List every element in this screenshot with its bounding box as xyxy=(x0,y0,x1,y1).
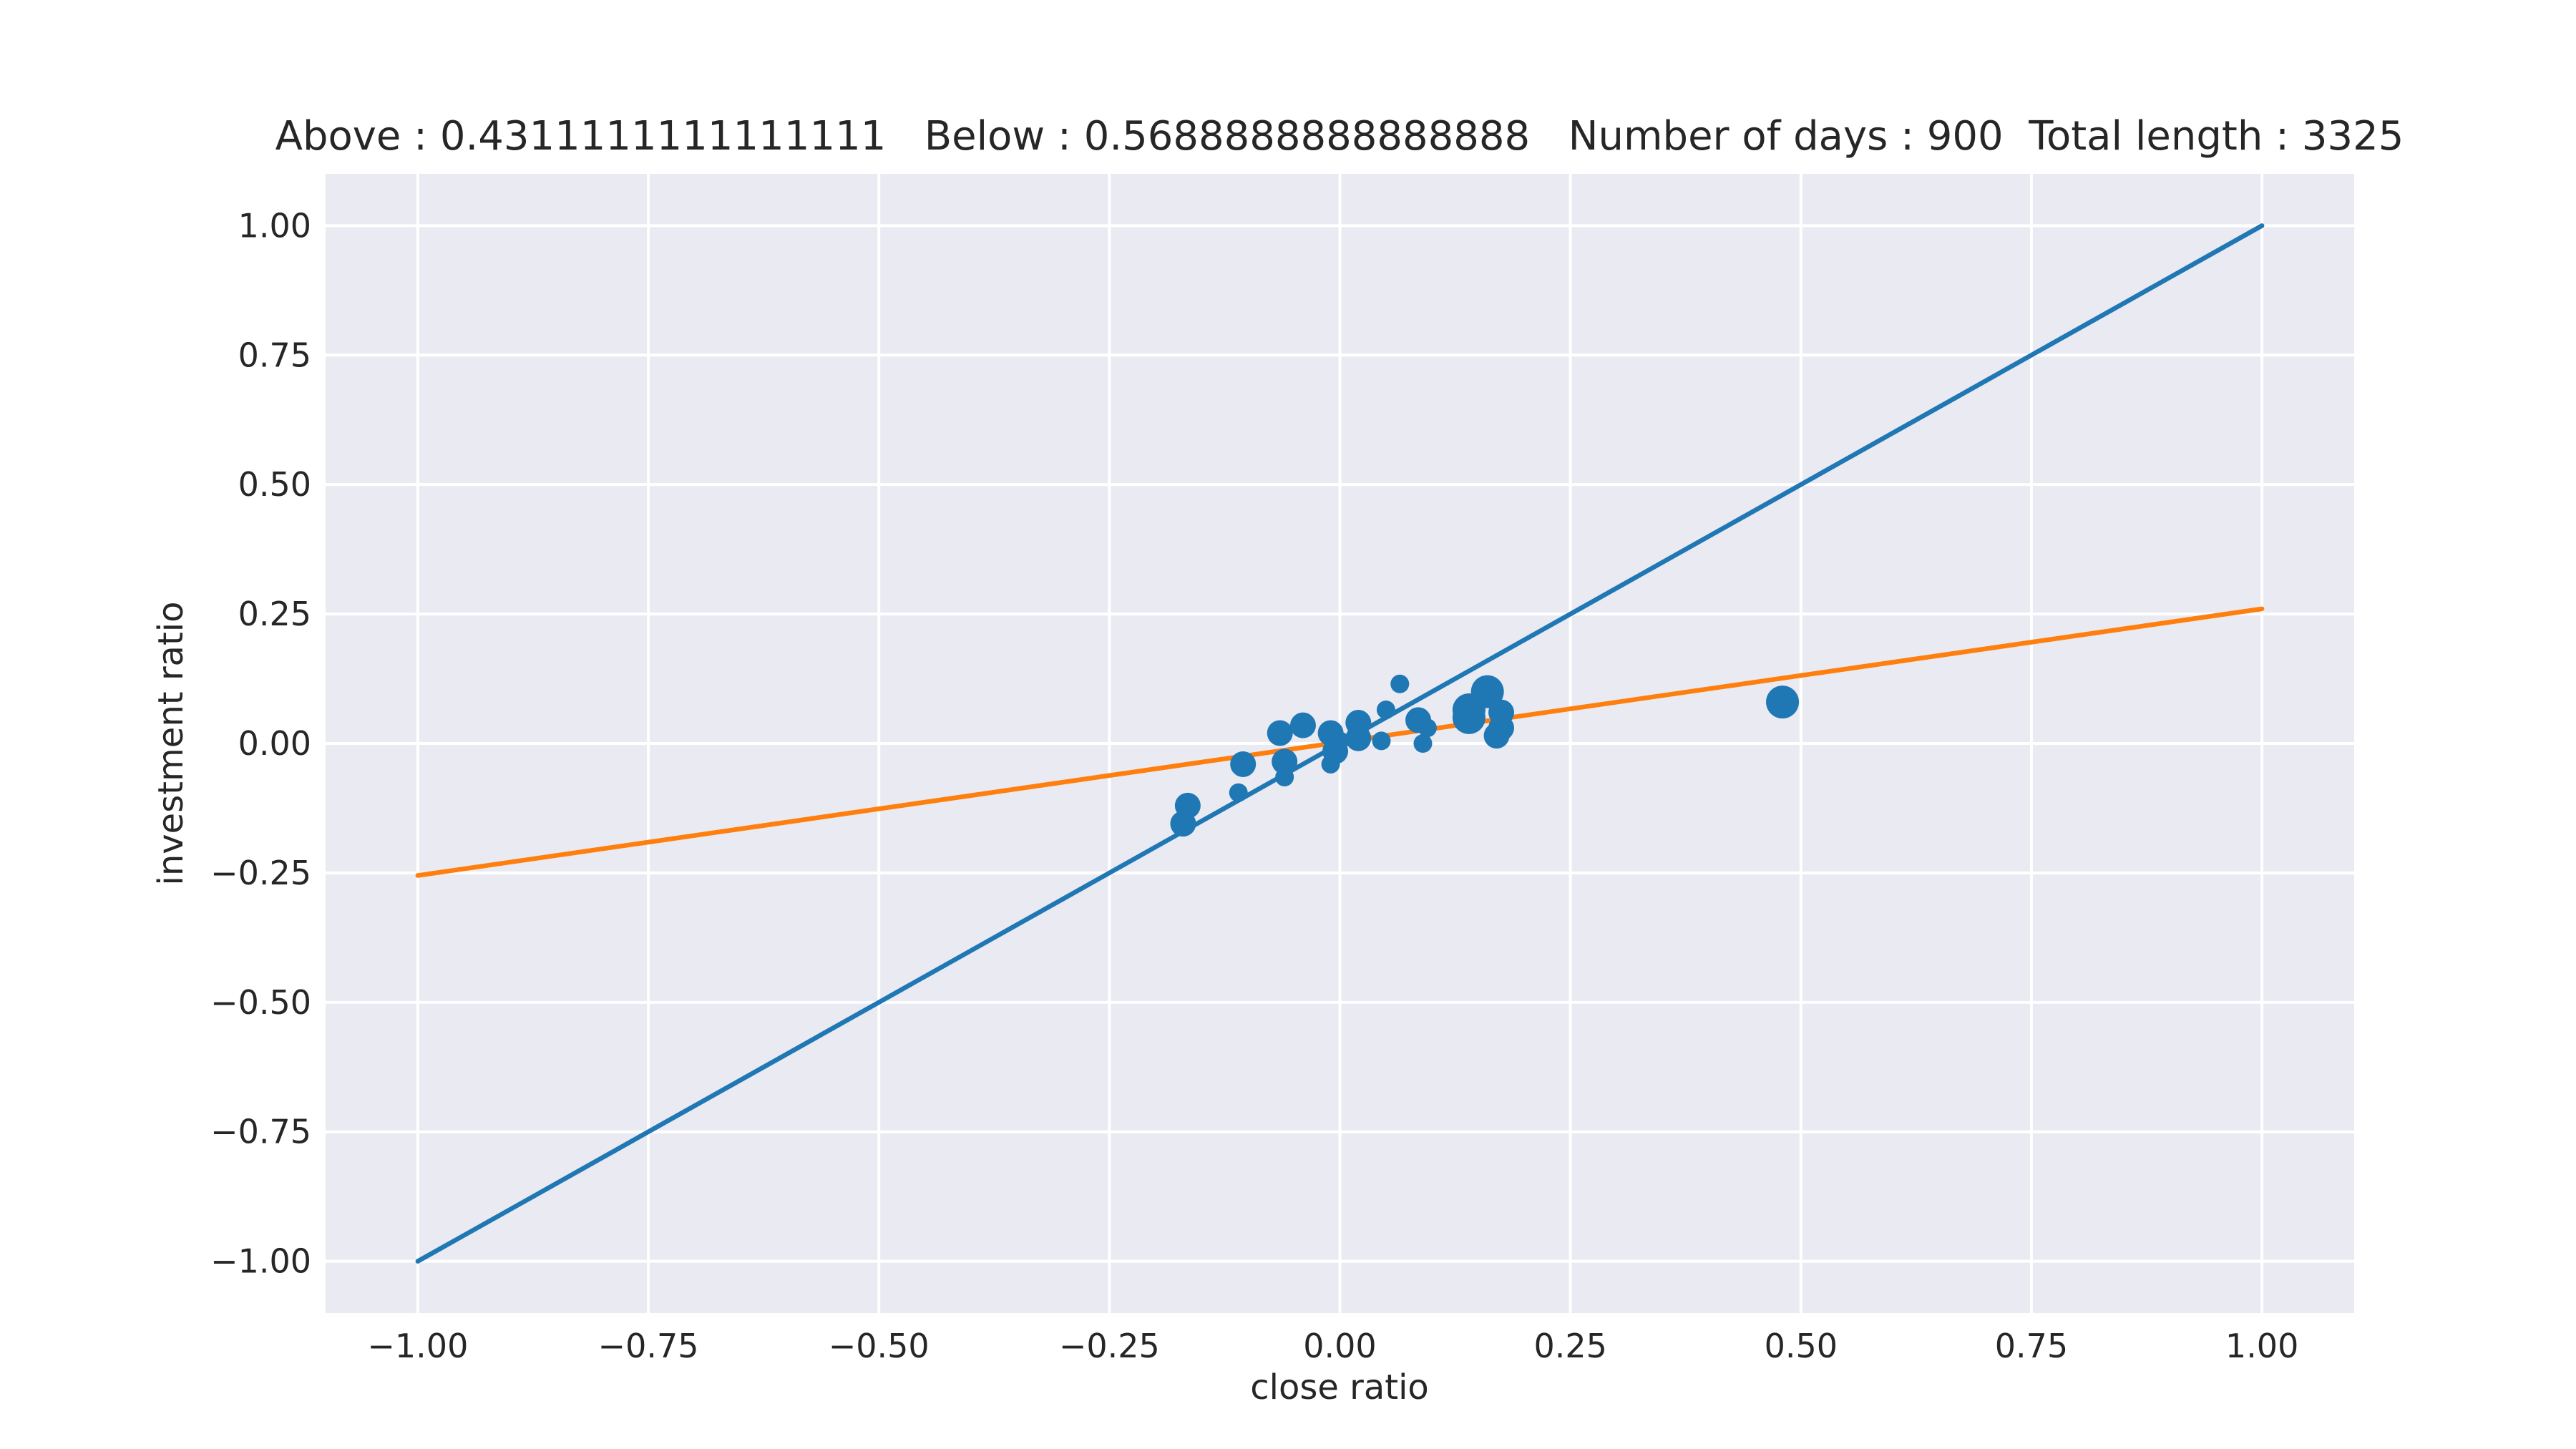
scatter-point xyxy=(1272,748,1298,775)
scatter-point xyxy=(1372,731,1391,751)
scatter-points xyxy=(1170,674,1800,837)
scatter-point xyxy=(1330,731,1350,751)
x-tick-label: 0.00 xyxy=(1303,1327,1376,1365)
y-tick-label: 1.00 xyxy=(238,206,311,245)
y-tick-label: −0.25 xyxy=(210,854,311,892)
scatter-point xyxy=(1267,720,1293,746)
scatter-point xyxy=(1275,768,1294,787)
grid xyxy=(326,174,2354,1313)
x-tick-label: −1.00 xyxy=(367,1327,468,1365)
scatter-point xyxy=(1345,725,1372,751)
scatter-point xyxy=(1230,751,1257,777)
scatter-point xyxy=(1170,811,1196,837)
scatter-point xyxy=(1413,734,1433,753)
chart-title: Above : 0.4311111111111111 Below : 0.568… xyxy=(275,113,2404,160)
y-tick-labels: −1.00 −0.75 −0.50 −0.25 0.00 0.25 0.50 0.75 1.00 xyxy=(210,206,311,1280)
y-tick-label: 0.75 xyxy=(238,336,311,374)
x-tick-label: 1.00 xyxy=(2225,1327,2298,1365)
x-tick-label: −0.75 xyxy=(598,1327,699,1365)
x-axis-label: close ratio xyxy=(1250,1367,1429,1407)
x-tick-labels: −1.00 −0.75 −0.50 −0.25 0.00 0.25 0.50 0.75 1.00 xyxy=(367,1327,2298,1365)
scatter-point xyxy=(1390,674,1410,693)
y-tick-label: 0.25 xyxy=(238,595,311,633)
x-tick-label: 0.50 xyxy=(1765,1327,1838,1365)
x-tick-label: −0.50 xyxy=(829,1327,930,1365)
scatter-point xyxy=(1488,699,1515,726)
y-tick-label: −1.00 xyxy=(210,1242,311,1281)
scatter-point xyxy=(1766,686,1800,719)
scatter-point xyxy=(1289,712,1316,738)
y-tick-label: −0.50 xyxy=(210,983,311,1022)
y-tick-label: 0.50 xyxy=(238,465,311,504)
x-tick-label: −0.25 xyxy=(1059,1327,1160,1365)
y-tick-label: 0.00 xyxy=(238,724,311,763)
x-tick-label: 0.75 xyxy=(1995,1327,2068,1365)
scatter-point xyxy=(1418,718,1437,738)
scatter-point xyxy=(1376,700,1395,719)
y-tick-label: −0.75 xyxy=(210,1113,311,1151)
scatter-point xyxy=(1229,783,1248,802)
y-axis-label: investment ratio xyxy=(151,602,191,886)
scatter-point xyxy=(1470,675,1504,708)
x-tick-label: 0.25 xyxy=(1533,1327,1606,1365)
